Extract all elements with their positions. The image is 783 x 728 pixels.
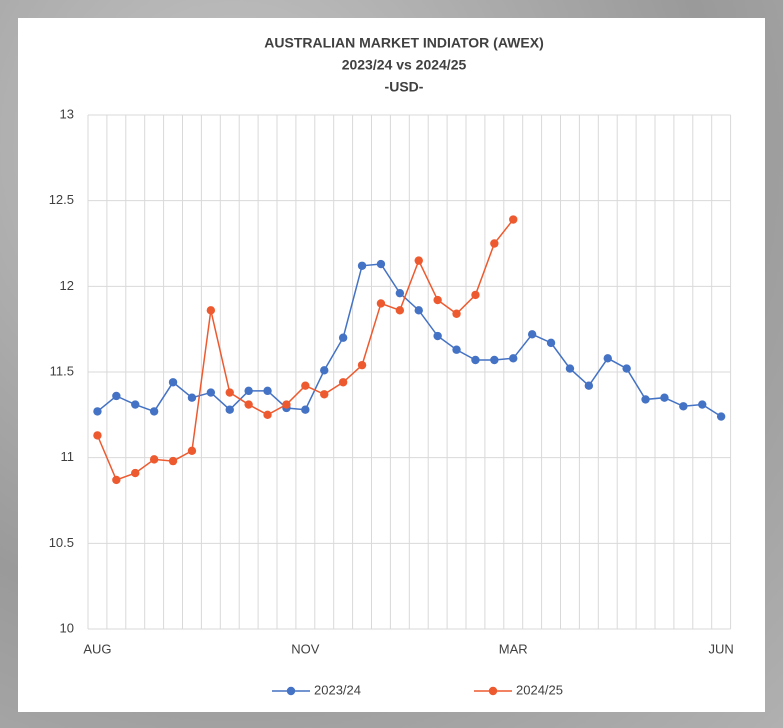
data-point xyxy=(490,355,499,365)
x-tick-label: JUN xyxy=(709,641,734,656)
data-point xyxy=(112,391,121,401)
legend-marker xyxy=(286,686,296,696)
y-tick-label: 10 xyxy=(60,620,74,635)
data-point xyxy=(679,402,688,411)
data-point xyxy=(376,299,386,308)
y-tick-label: 12.5 xyxy=(49,192,74,207)
data-point xyxy=(263,410,272,420)
data-point xyxy=(376,259,386,269)
data-point xyxy=(187,446,197,456)
y-tick-label: 12 xyxy=(60,278,74,293)
data-point xyxy=(414,306,423,315)
data-point xyxy=(187,393,197,402)
y-tick-label: 11 xyxy=(61,449,75,464)
data-point xyxy=(452,309,461,318)
legend-marker xyxy=(488,686,498,696)
data-point xyxy=(414,256,423,265)
data-point xyxy=(206,306,216,315)
data-point xyxy=(716,412,726,421)
data-point xyxy=(301,405,310,414)
data-point xyxy=(433,331,442,341)
data-point xyxy=(622,364,631,373)
chart-area xyxy=(18,18,765,712)
data-point xyxy=(641,395,650,404)
data-point xyxy=(112,475,121,485)
data-point xyxy=(509,354,518,363)
x-tick-label: MAR xyxy=(499,641,528,656)
data-point xyxy=(320,366,329,375)
y-tick-label: 11.5 xyxy=(50,363,74,378)
data-point xyxy=(131,400,140,409)
data-point xyxy=(338,378,348,387)
data-point xyxy=(225,405,234,414)
data-point xyxy=(395,306,405,315)
data-point xyxy=(584,381,594,390)
data-point xyxy=(660,393,669,402)
data-point xyxy=(301,381,310,390)
data-point xyxy=(244,386,253,396)
data-point xyxy=(565,364,575,373)
chart-subtitle: -USD- xyxy=(385,79,424,95)
x-tick-label: NOV xyxy=(291,641,320,656)
y-tick-label: 13 xyxy=(60,106,74,121)
data-point xyxy=(131,468,140,478)
data-point xyxy=(490,239,499,248)
data-point xyxy=(244,400,253,409)
data-point xyxy=(93,407,102,416)
data-point xyxy=(263,386,272,396)
x-tick-label: AUG xyxy=(83,641,111,656)
data-point xyxy=(471,355,480,365)
data-point xyxy=(452,345,461,354)
data-point xyxy=(168,378,178,387)
chart-subtitle: 2023/24 vs 2024/25 xyxy=(342,57,467,73)
series-line xyxy=(96,263,722,418)
data-point xyxy=(149,407,159,416)
legend-label: 2024/25 xyxy=(516,682,563,697)
data-point xyxy=(149,455,159,464)
data-point xyxy=(282,400,291,409)
data-point xyxy=(338,333,348,342)
data-point xyxy=(168,456,178,466)
data-point xyxy=(509,215,518,224)
data-point xyxy=(471,290,480,300)
chart-title: AUSTRALIAN MARKET INDIATOR (AWEX) xyxy=(264,35,543,51)
data-point xyxy=(395,288,405,298)
data-point xyxy=(698,400,707,409)
data-point xyxy=(206,388,216,397)
legend-label: 2023/24 xyxy=(314,682,361,697)
data-point xyxy=(357,360,367,370)
y-tick-label: 10.5 xyxy=(49,535,74,550)
data-point xyxy=(603,354,612,363)
data-point xyxy=(433,295,442,305)
data-point xyxy=(357,261,367,270)
data-point xyxy=(93,431,102,440)
data-point xyxy=(527,330,537,339)
data-point xyxy=(320,390,329,399)
data-point xyxy=(546,338,556,348)
data-point xyxy=(225,388,234,397)
